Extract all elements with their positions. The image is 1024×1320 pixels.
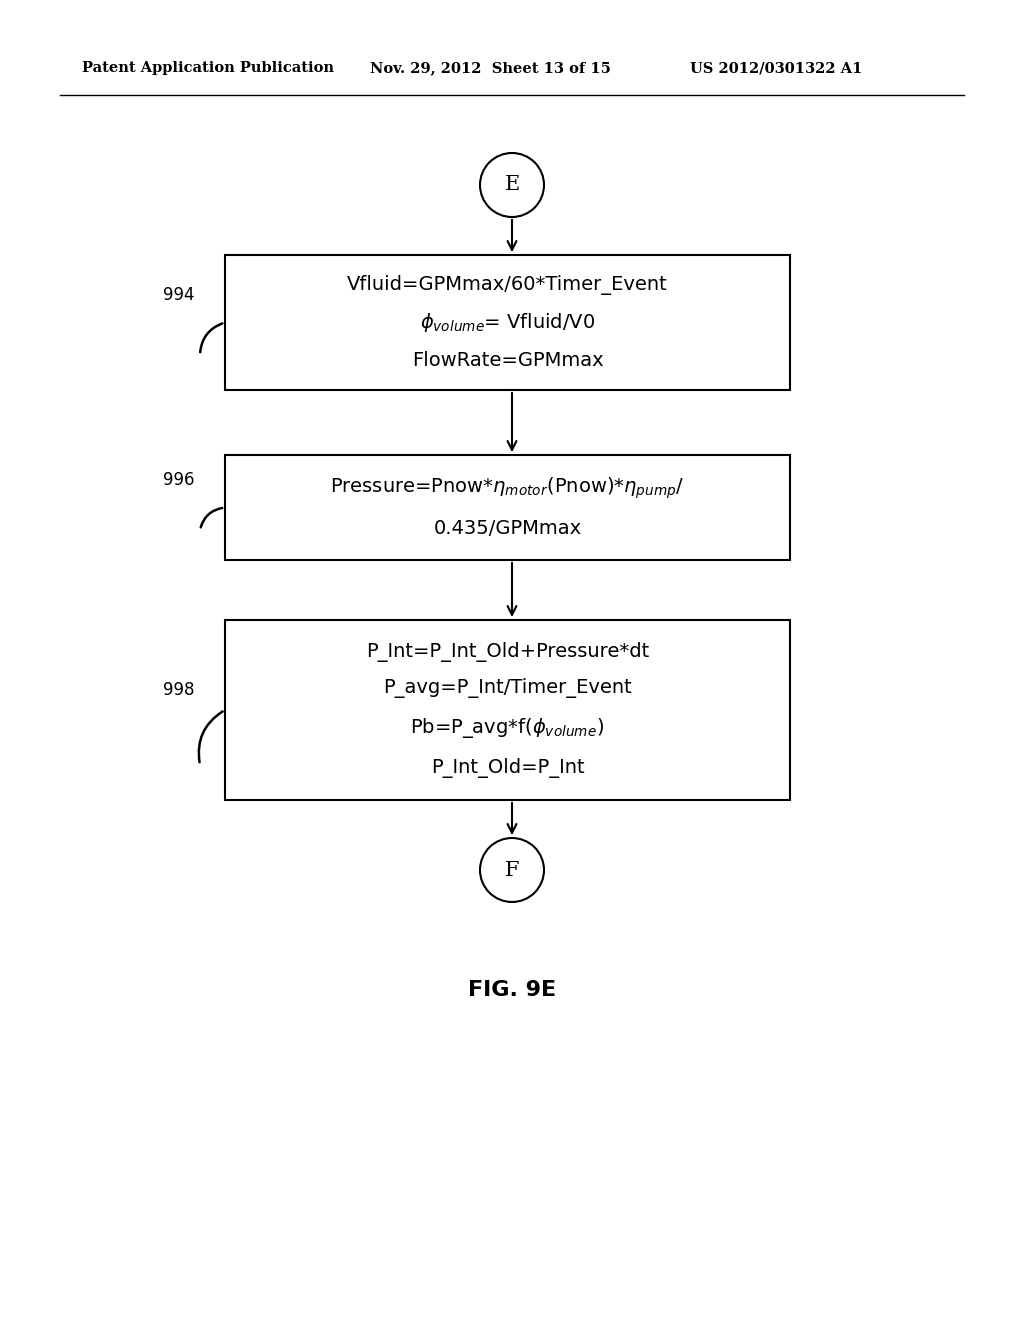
FancyArrowPatch shape: [201, 508, 222, 527]
Text: Pressure=Pnow*$\eta_{motor}$(Pnow)*$\eta_{pump}$/: Pressure=Pnow*$\eta_{motor}$(Pnow)*$\eta…: [331, 475, 685, 502]
Text: 0.435/GPMmax: 0.435/GPMmax: [433, 519, 582, 539]
Text: E: E: [505, 176, 519, 194]
Bar: [225, 255, 790, 389]
Text: 996: 996: [164, 471, 195, 488]
Text: Nov. 29, 2012  Sheet 13 of 15: Nov. 29, 2012 Sheet 13 of 15: [370, 61, 611, 75]
Text: US 2012/0301322 A1: US 2012/0301322 A1: [690, 61, 862, 75]
Text: 998: 998: [164, 681, 195, 700]
Text: P_avg=P_Int/Timer_Event: P_avg=P_Int/Timer_Event: [383, 678, 632, 698]
Text: FlowRate=GPMmax: FlowRate=GPMmax: [412, 351, 603, 370]
Text: $\phi_{volume}$= Vfluid/V0: $\phi_{volume}$= Vfluid/V0: [420, 312, 595, 334]
Text: P_Int=P_Int_Old+Pressure*dt: P_Int=P_Int_Old+Pressure*dt: [366, 643, 649, 663]
FancyArrowPatch shape: [199, 711, 222, 762]
Text: 994: 994: [164, 286, 195, 304]
Bar: [225, 620, 790, 800]
Text: Pb=P_avg*f($\phi_{volume}$): Pb=P_avg*f($\phi_{volume}$): [411, 715, 604, 741]
FancyArrowPatch shape: [201, 323, 222, 352]
Text: F: F: [505, 861, 519, 879]
Bar: [225, 455, 790, 560]
Text: FIG. 9E: FIG. 9E: [468, 979, 556, 1001]
Text: P_Int_Old=P_Int: P_Int_Old=P_Int: [431, 758, 585, 777]
Text: Patent Application Publication: Patent Application Publication: [82, 61, 334, 75]
Text: Vfluid=GPMmax/60*Timer_Event: Vfluid=GPMmax/60*Timer_Event: [347, 275, 668, 294]
